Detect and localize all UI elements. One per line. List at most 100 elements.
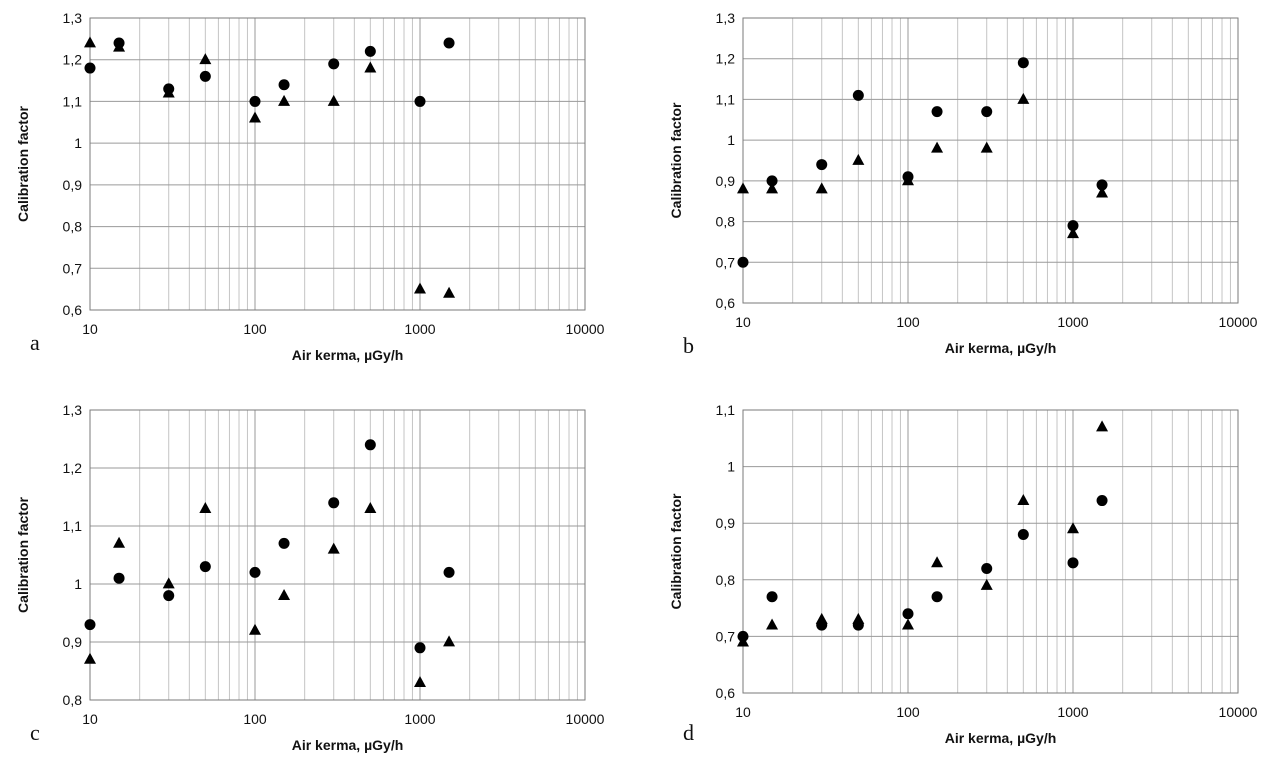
chart-2-y-tick-label: 1	[74, 576, 82, 592]
chart-0-series-1-triangle-point	[414, 282, 426, 294]
chart-0-series-0-circle-point	[199, 70, 211, 82]
chart-1-series-0-circle-point	[737, 256, 749, 268]
chart-2-x-axis-label: Air kerma, µGy/h	[292, 737, 404, 753]
chart-1-series-0-circle-point	[981, 106, 993, 118]
chart-0-series-0-circle-point	[84, 62, 96, 74]
chart-2-series-1-triangle-point	[364, 502, 377, 513]
chart-1-series-1-triangle-point	[931, 141, 944, 153]
chart-2-series-1-triangle-point	[84, 652, 96, 664]
chart-2-series-0-circle-point	[278, 537, 290, 549]
chart-3-series-0-circle-point	[766, 591, 778, 603]
chart-0-series-0-circle-point	[249, 95, 261, 107]
chart-3-series-0-circle-point	[981, 562, 993, 574]
chart-3-y-tick-label: 1,1	[716, 402, 736, 418]
chart-0-series-1-triangle-point	[113, 40, 126, 52]
chart-1-y-tick-label: 0,6	[716, 295, 736, 311]
chart-3-series-1-triangle-point	[1096, 420, 1109, 432]
chart-3-series-0-circle-point	[1096, 495, 1108, 507]
chart-0-x-tick-label: 100	[243, 321, 267, 337]
chart-0-y-tick-label: 1,3	[63, 10, 83, 26]
chart-3-series-1-triangle-point	[902, 618, 914, 630]
chart-0-y-tick-label: 1,1	[63, 93, 83, 109]
chart-3-series-0-circle-point	[931, 591, 943, 603]
chart-0-y-tick-label: 1	[74, 135, 82, 151]
chart-2-y-tick-label: 0,8	[63, 692, 83, 708]
chart-2-series-1-triangle-point	[249, 623, 261, 635]
chart-1-y-tick-label: 0,7	[716, 254, 736, 270]
chart-3-y-tick-label: 0,9	[716, 515, 736, 531]
chart-1-x-axis-label: Air kerma, µGy/h	[945, 340, 1057, 356]
chart-1-x-tick-label: 1000	[1057, 314, 1088, 330]
chart-2-series-0-circle-point	[163, 590, 175, 602]
chart-1-series-0-circle-point	[816, 159, 828, 171]
chart-2-x-tick-label: 10	[82, 711, 98, 727]
chart-0-series-1-triangle-point	[199, 53, 212, 65]
chart-0-y-tick-label: 0,6	[63, 302, 83, 318]
chart-3-x-axis-label: Air kerma, µGy/h	[945, 730, 1057, 746]
chart-1-x-tick-label: 100	[896, 314, 920, 330]
chart-1-plot-frame	[742, 17, 1239, 304]
chart-3-x-tick-label: 100	[896, 704, 920, 720]
chart-0-x-tick-label: 10	[82, 321, 98, 337]
chart-1-series-1-triangle-point	[1067, 227, 1079, 239]
chart-2-x-tick-label: 10000	[566, 711, 605, 727]
chart-1-y-tick-label: 1,3	[716, 10, 736, 26]
chart-2-series-0-circle-point	[113, 572, 125, 584]
chart-3-series-1-triangle-point	[980, 578, 993, 590]
chart-2-y-tick-label: 0,9	[63, 634, 83, 650]
chart-0-y-axis-label: Calibration factor	[15, 105, 31, 221]
chart-1-series-1-triangle-point	[766, 182, 779, 194]
chart-1-x-tick-label: 10	[735, 314, 751, 330]
chart-0-panel-letter: a	[30, 330, 40, 355]
chart-0-series-1-triangle-point	[278, 94, 291, 106]
chart-3-series-1-triangle-point	[815, 612, 828, 624]
chart-3-plot-frame	[742, 409, 1239, 694]
chart-1-series-1-triangle-point	[1017, 92, 1030, 104]
chart-3-x-tick-label: 10	[735, 704, 751, 720]
chart-0-y-tick-label: 1,2	[63, 52, 83, 68]
chart-2-series-1-triangle-point	[414, 676, 426, 687]
chart-2-series-0-circle-point	[84, 619, 96, 631]
chart-2-series-0-circle-point	[364, 439, 376, 451]
chart-1-y-tick-label: 1,1	[716, 91, 736, 107]
chart-3-y-tick-label: 1	[727, 459, 735, 475]
chart-3-series-1-triangle-point	[852, 612, 865, 624]
chart-2-x-tick-label: 100	[243, 711, 267, 727]
chart-2-x-tick-label: 1000	[404, 711, 435, 727]
chart-1-y-tick-label: 0,9	[716, 173, 736, 189]
chart-3-series-1-triangle-point	[1067, 522, 1079, 534]
chart-2-panel-letter: c	[30, 720, 40, 745]
chart-2-y-tick-label: 1,1	[63, 518, 83, 534]
chart-3-series-1-triangle-point	[1017, 493, 1030, 505]
chart-2-series-0-circle-point	[249, 566, 261, 578]
chart-2-series-0-circle-point	[443, 566, 455, 578]
chart-0-series-1-triangle-point	[249, 111, 261, 123]
chart-0: 10 100 1000 10000 0,6 0,7 0,8 0,9 1 1,1 1,2 1,3 Air …	[15, 10, 605, 363]
chart-1-series-0-circle-point	[1096, 179, 1108, 191]
chart-2-series-1-triangle-point	[278, 589, 291, 600]
chart-0-series-0-circle-point	[364, 45, 376, 57]
chart-0-series-0-circle-point	[278, 79, 290, 91]
chart-3-series-1-triangle-point	[737, 635, 749, 647]
chart-2-series-1-triangle-point	[113, 536, 126, 548]
chart-2-series-0-circle-point	[199, 561, 211, 573]
chart-1-series-1-triangle-point	[852, 153, 865, 165]
chart-3-series-0-circle-point	[1067, 557, 1079, 569]
chart-0-y-tick-label: 0,9	[63, 177, 83, 193]
chart-1-series-0-circle-point	[1067, 220, 1079, 232]
chart-1-series-0-circle-point	[766, 175, 778, 187]
chart-2-series-1-triangle-point	[199, 502, 212, 513]
chart-1: 10 100 1000 10000 0,6 0,7 0,8 0,9 1 1,1 1,2 1,3 Air …	[668, 10, 1258, 358]
chart-3: 10 100 1000 10000 0,6 0,7 0,8 0,9 1 1,1 Air kerma,…	[668, 402, 1258, 746]
chart-1-y-tick-label: 0,8	[716, 214, 736, 230]
chart-3-x-tick-label: 1000	[1057, 704, 1088, 720]
chart-0-y-tick-label: 0,7	[63, 260, 83, 276]
chart-2-series-1-triangle-point	[162, 577, 175, 589]
chart-2-series-1-triangle-point	[327, 542, 340, 554]
chart-0-series-1-triangle-point	[162, 86, 175, 98]
chart-3-y-axis-label: Calibration factor	[668, 493, 684, 609]
chart-1-y-tick-label: 1	[727, 132, 735, 148]
chart-2-series-0-circle-point	[414, 642, 426, 654]
chart-1-series-1-triangle-point	[737, 182, 749, 194]
